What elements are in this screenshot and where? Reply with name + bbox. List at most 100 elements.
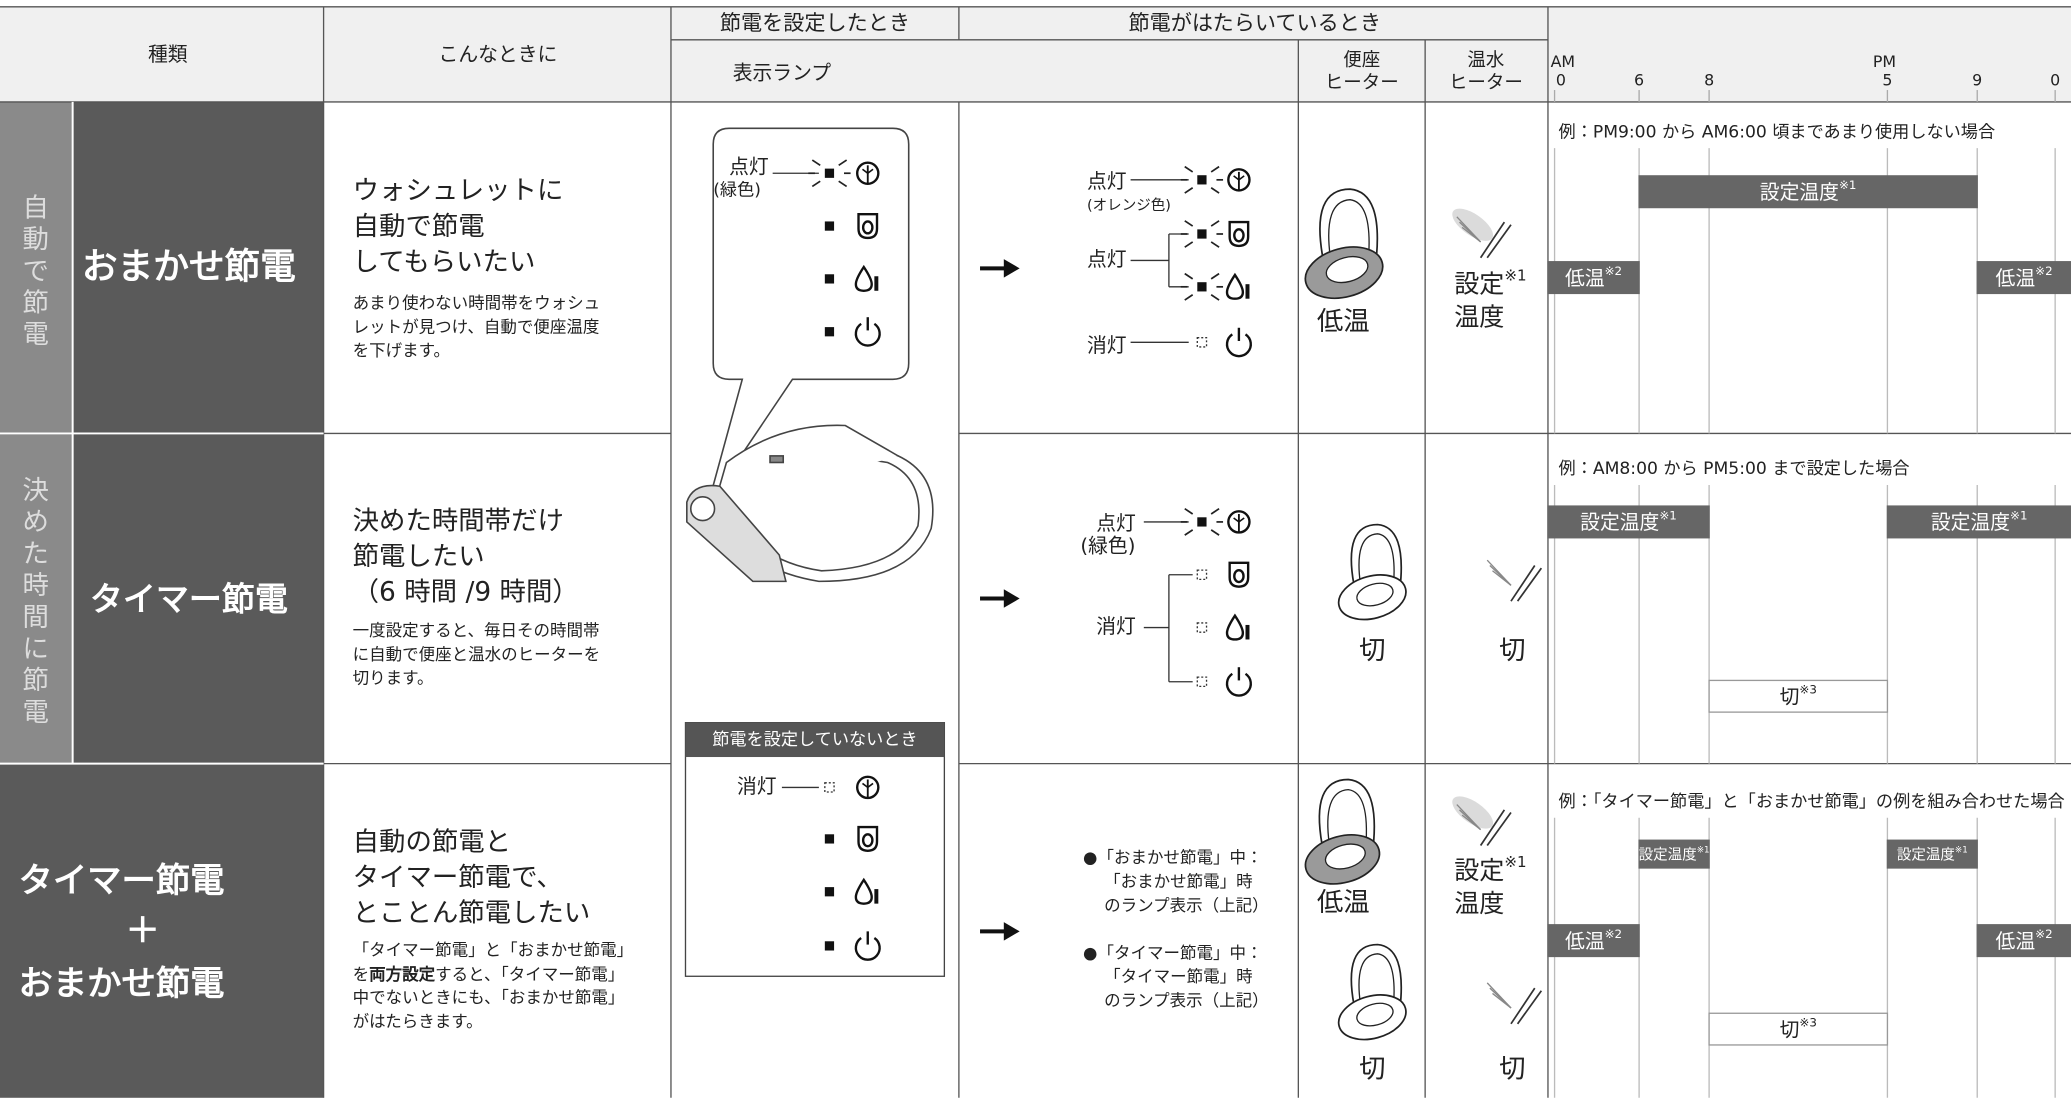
water-pipe [1510, 987, 1536, 1025]
icon-eco [1233, 175, 1240, 181]
seat-state: 低温 [1317, 887, 1370, 918]
lamp-on [824, 327, 835, 337]
toilet-illustration [686, 424, 934, 583]
use-case-desc: レットが見つけ、自動で便座温度 [353, 317, 600, 336]
group-char: 節 [22, 287, 48, 318]
lamp-label: 点灯 [729, 155, 769, 178]
note-mark: ※2 [2035, 263, 2053, 277]
use-case-title: 節電したい [353, 541, 485, 572]
water-glow [1452, 796, 1494, 829]
lamp-note: のランプ表示（上記） [1104, 896, 1269, 915]
use-case-title: タイマー節電で、 [353, 862, 563, 893]
use-case-desc: を下げます。 [353, 341, 450, 360]
lamp-label: 点灯 [1096, 512, 1136, 535]
blink-ray [1184, 272, 1194, 280]
blink-ray [1210, 220, 1220, 227]
desc-part: を [353, 964, 370, 983]
seat-hole [1324, 843, 1366, 870]
lamp-label: 消灯 [1096, 615, 1136, 638]
lamp-on [824, 834, 835, 844]
lamp-on [1197, 175, 1207, 185]
water-state: 設定※1 [1454, 852, 1526, 885]
header-cell: 便座 [1343, 50, 1380, 71]
label-text: 低温 [1565, 266, 1605, 289]
use-case-title: 決めた時間帯だけ [353, 505, 564, 536]
lamp-on [824, 941, 835, 951]
icon-power [854, 322, 881, 347]
icon-seat [1233, 228, 1245, 243]
mode-name: タイマー節電 [90, 580, 288, 619]
note-mark: ※2 [2035, 927, 2053, 941]
water-state: 設定※1 [1454, 266, 1526, 299]
seat-lid [1319, 188, 1379, 263]
label-text: 低温 [1996, 929, 2036, 952]
lamp-label: (緑色) [713, 180, 761, 200]
note-mark: ※2 [1605, 927, 1623, 941]
water-line [1461, 814, 1482, 831]
icon-seat [1233, 568, 1245, 584]
time-bar-label: 設定温度※1 [1931, 508, 2028, 534]
blink-ray [1184, 529, 1194, 536]
icon-seat [861, 833, 874, 848]
group-char: 電 [22, 697, 48, 728]
blink-ray [1210, 508, 1220, 515]
time-label: PM [1873, 52, 1896, 71]
group-char: 節 [22, 665, 48, 696]
lamp-on [824, 274, 835, 284]
time-bar-label: 設定温度※1 [1897, 845, 1968, 863]
header-cell: 節電を設定したとき [720, 10, 910, 35]
arrow [1003, 922, 1020, 941]
lamp-label: 点灯 [1087, 248, 1127, 271]
water-pipe [1479, 809, 1506, 846]
lamp-off [1196, 676, 1208, 688]
time-bar [1708, 1012, 1889, 1046]
icon-eco [1238, 175, 1245, 181]
note-mark: ※1 [1659, 508, 1677, 522]
lamp-on [824, 168, 835, 178]
unset-box [684, 722, 946, 977]
header-cell: ヒーター [1449, 72, 1523, 93]
use-case-title: 自動で節電 [353, 211, 485, 242]
seat-state: 低温 [1317, 306, 1370, 337]
seat-lid [1350, 523, 1403, 589]
lamp-label: 点灯 [1087, 170, 1127, 193]
group-char: 動 [22, 224, 48, 255]
icon-eco [867, 168, 874, 174]
group-char: 自 [22, 192, 48, 223]
blink-ray [1210, 529, 1220, 536]
time-tick: 9 [1972, 70, 1982, 89]
unset-title-bg [685, 722, 945, 758]
icon-eco [1233, 517, 1240, 523]
icon-water [854, 877, 873, 905]
blink-ray [1210, 165, 1220, 173]
time-bar [1547, 505, 1710, 539]
blink-ray [1184, 241, 1194, 248]
label-text: 低温 [1996, 266, 2036, 289]
water-pipe [1479, 221, 1506, 259]
icon-water [854, 264, 873, 292]
desc-part: すると、「タイマー節電」 [435, 964, 624, 983]
blink-ray [811, 159, 821, 167]
icon-seat [1228, 220, 1250, 248]
icon-water [874, 276, 879, 291]
blink-ray [1184, 508, 1194, 515]
time-bar [1638, 175, 1978, 209]
time-bar [1708, 679, 1889, 713]
label-text: 設定温度 [1897, 846, 1955, 863]
seat-lid [1350, 943, 1403, 1009]
header-bg [0, 6, 2071, 102]
water-state: 切 [1499, 635, 1525, 666]
note-mark: ※3 [1799, 682, 1817, 696]
time-bar-label: 切※3 [1780, 1015, 1817, 1041]
lamp-label: (緑色) [1080, 535, 1135, 558]
icon-water [1245, 284, 1250, 299]
time-bar-label: 設定温度※1 [1639, 845, 1710, 863]
time-tick: 5 [1882, 70, 1892, 89]
time-bar [1547, 924, 1640, 958]
time-bar [1976, 924, 2071, 958]
time-bar [1976, 261, 2071, 295]
use-case-title: してもらいたい [353, 247, 536, 278]
blink-ray [811, 180, 821, 188]
time-bar [1886, 505, 2071, 539]
